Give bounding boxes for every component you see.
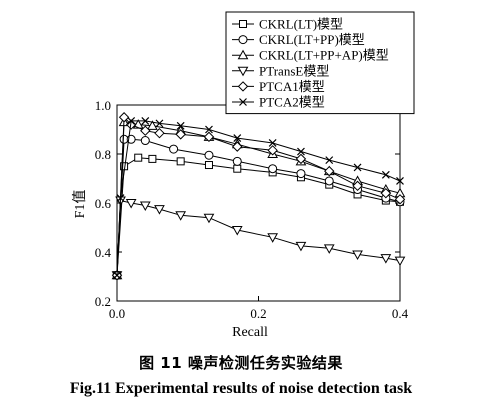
triangle-down-marker — [323, 244, 335, 254]
circle-marker — [140, 136, 150, 146]
y-tick-label: 0.4 — [95, 245, 112, 260]
series-line — [116, 120, 401, 276]
legend-item: CKRL(LT)模型 — [232, 17, 343, 32]
circle-marker — [232, 156, 242, 166]
x-marker — [233, 134, 242, 142]
x-marker — [268, 139, 277, 147]
triangle-down-marker — [394, 256, 406, 267]
circle-marker — [324, 176, 334, 186]
x-marker — [325, 156, 334, 165]
series-1 — [113, 153, 404, 280]
x-marker — [176, 121, 185, 130]
chart: 0.20.40.60.81.00.0 0.2 0.4 Recall F1值 CKRL… — [72, 11, 415, 340]
legend-item: CKRL(LT+PP+AP)模型 — [232, 48, 389, 63]
x-tick-label: 0.0 — [109, 306, 125, 321]
y-tick-label: 0.6 — [95, 196, 112, 211]
legend-item: PTCA1模型 — [232, 79, 325, 94]
diamond-marker — [154, 127, 165, 139]
circle-marker — [169, 144, 179, 154]
legend-label: CKRL(LT)模型 — [259, 17, 343, 32]
triangle-down-marker — [231, 225, 243, 236]
legend-label: CKRL(LT+PP+AP)模型 — [259, 48, 389, 63]
square-marker — [233, 164, 242, 173]
x-tick-label: 0.4 — [392, 306, 409, 321]
x-marker — [239, 98, 247, 106]
legend-item: PTCA2模型 — [232, 95, 325, 110]
circle-marker — [296, 169, 306, 179]
triangle-down-marker — [139, 201, 151, 211]
legend-label: PTCA1模型 — [259, 79, 325, 94]
triangle-down-marker — [175, 211, 187, 221]
figure-caption-en: Fig.11 Experimental results of noise det… — [69, 380, 413, 397]
y-tick-label: 0.8 — [95, 147, 111, 162]
triangle-down-marker — [154, 205, 165, 215]
x-marker — [205, 125, 213, 134]
triangle-down-marker — [352, 250, 363, 260]
x-marker — [116, 194, 125, 203]
square-marker — [239, 20, 247, 28]
x-marker — [353, 163, 362, 172]
triangle-down-marker — [267, 233, 279, 243]
legend-label: CKRL(LT+PP)模型 — [259, 32, 365, 47]
triangle-up-marker — [237, 49, 249, 60]
legend-box — [225, 11, 415, 115]
x-marker — [127, 117, 136, 125]
diamond-marker — [380, 187, 392, 199]
legend: CKRL(LT)模型CKRL(LT+PP)模型CKRL(LT+PP+AP)模型P… — [225, 11, 415, 115]
series-6 — [113, 117, 404, 280]
diamond-marker — [324, 165, 335, 177]
diamond-marker — [267, 145, 278, 156]
x-marker — [155, 119, 164, 128]
x-axis-label: Recall — [232, 325, 268, 340]
figure-caption-cn: 图 11 噪声检测任务实验结果 — [139, 354, 343, 372]
circle-marker — [238, 35, 248, 45]
legend-item: CKRL(LT+PP)模型 — [232, 32, 365, 47]
legend-label: PTCA2模型 — [259, 95, 325, 110]
triangle-down-marker — [295, 241, 307, 252]
legend-label: PTransE模型 — [259, 63, 329, 78]
diamond-marker — [140, 125, 151, 136]
y-axis-label: F1值 — [72, 190, 88, 219]
x-marker — [113, 271, 121, 280]
y-tick-label: 1.0 — [95, 98, 111, 113]
diamond-marker — [232, 141, 243, 152]
diamond-marker — [118, 112, 130, 123]
diamond-marker — [237, 81, 249, 92]
diamond-marker — [394, 194, 406, 205]
x-tick-label: 0.2 — [250, 306, 266, 321]
square-marker — [134, 153, 143, 162]
x-marker — [297, 147, 305, 156]
diamond-marker — [203, 131, 215, 143]
triangle-down-marker — [125, 199, 137, 209]
diamond-marker — [295, 153, 307, 165]
square-marker — [204, 161, 213, 170]
triangle-down-marker — [203, 213, 215, 224]
circle-marker — [204, 150, 214, 160]
legend-item: PTransE模型 — [232, 63, 329, 78]
diamond-marker — [175, 129, 186, 140]
x-marker — [381, 170, 390, 179]
triangle-up-marker — [147, 120, 158, 130]
x-marker — [141, 117, 150, 125]
triangle-down-marker — [237, 66, 249, 77]
triangle-down-marker — [380, 254, 392, 264]
diamond-marker — [352, 180, 363, 192]
y-tick-label: 0.2 — [95, 294, 111, 309]
circle-marker — [268, 164, 278, 174]
series-5 — [111, 112, 406, 281]
x-marker — [396, 177, 404, 185]
series-4 — [111, 196, 406, 281]
square-marker — [148, 154, 157, 163]
square-marker — [176, 157, 185, 166]
